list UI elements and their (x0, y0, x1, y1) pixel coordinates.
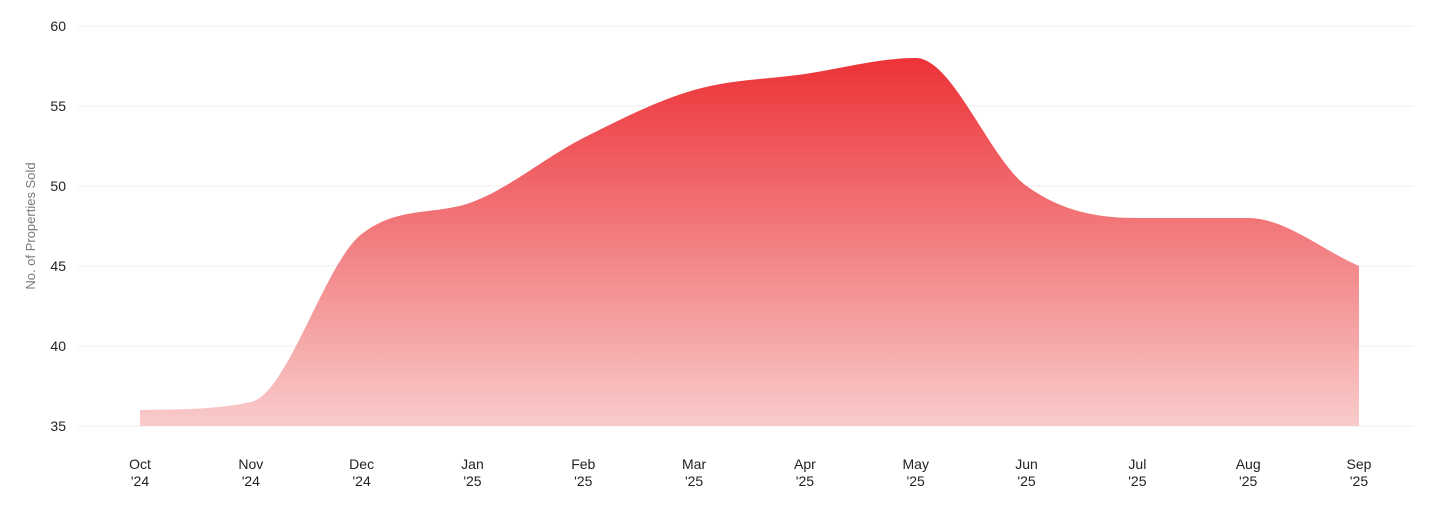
data-point[interactable] (688, 84, 700, 96)
x-tick-label: Aug '25 (1236, 456, 1261, 489)
data-point[interactable] (910, 52, 922, 64)
y-tick-label: 40 (50, 338, 66, 354)
area-series (134, 52, 1365, 426)
x-tick-label: May '25 (903, 456, 929, 489)
x-tick-label: Oct '24 (129, 456, 151, 489)
data-point[interactable] (1353, 260, 1365, 272)
area-fill (140, 58, 1359, 426)
data-point[interactable] (1131, 212, 1143, 224)
x-tick-label: Feb '25 (571, 456, 595, 489)
x-axis-ticks: Oct '24 Nov '24 Dec '24 Jan '25 Feb '25 Mar '25 Apr '… (129, 456, 1372, 489)
x-tick-label: Jan '25 (461, 456, 484, 489)
data-point[interactable] (134, 404, 146, 416)
data-point[interactable] (356, 228, 368, 240)
data-point[interactable] (799, 68, 811, 80)
x-tick-label: Apr '25 (794, 456, 816, 489)
y-axis-title: No. of Properties Sold (23, 162, 38, 289)
x-tick-label: Jun '25 (1015, 456, 1038, 489)
data-point[interactable] (577, 132, 589, 144)
x-tick-label: Dec '24 (349, 456, 374, 489)
x-tick-label: Jul '25 (1128, 456, 1146, 489)
y-tick-label: 60 (50, 18, 66, 34)
x-tick-label: Mar '25 (682, 456, 706, 489)
x-tick-label: Nov '24 (238, 456, 263, 489)
y-axis-ticks: 35 40 45 50 55 60 (50, 18, 66, 434)
data-point[interactable] (1021, 180, 1033, 192)
y-tick-label: 35 (50, 418, 66, 434)
data-point[interactable] (466, 196, 478, 208)
y-tick-label: 50 (50, 178, 66, 194)
y-tick-label: 45 (50, 258, 66, 274)
data-point[interactable] (245, 396, 257, 408)
data-point[interactable] (1242, 212, 1254, 224)
y-tick-label: 55 (50, 98, 66, 114)
x-tick-label: Sep '25 (1347, 456, 1372, 489)
